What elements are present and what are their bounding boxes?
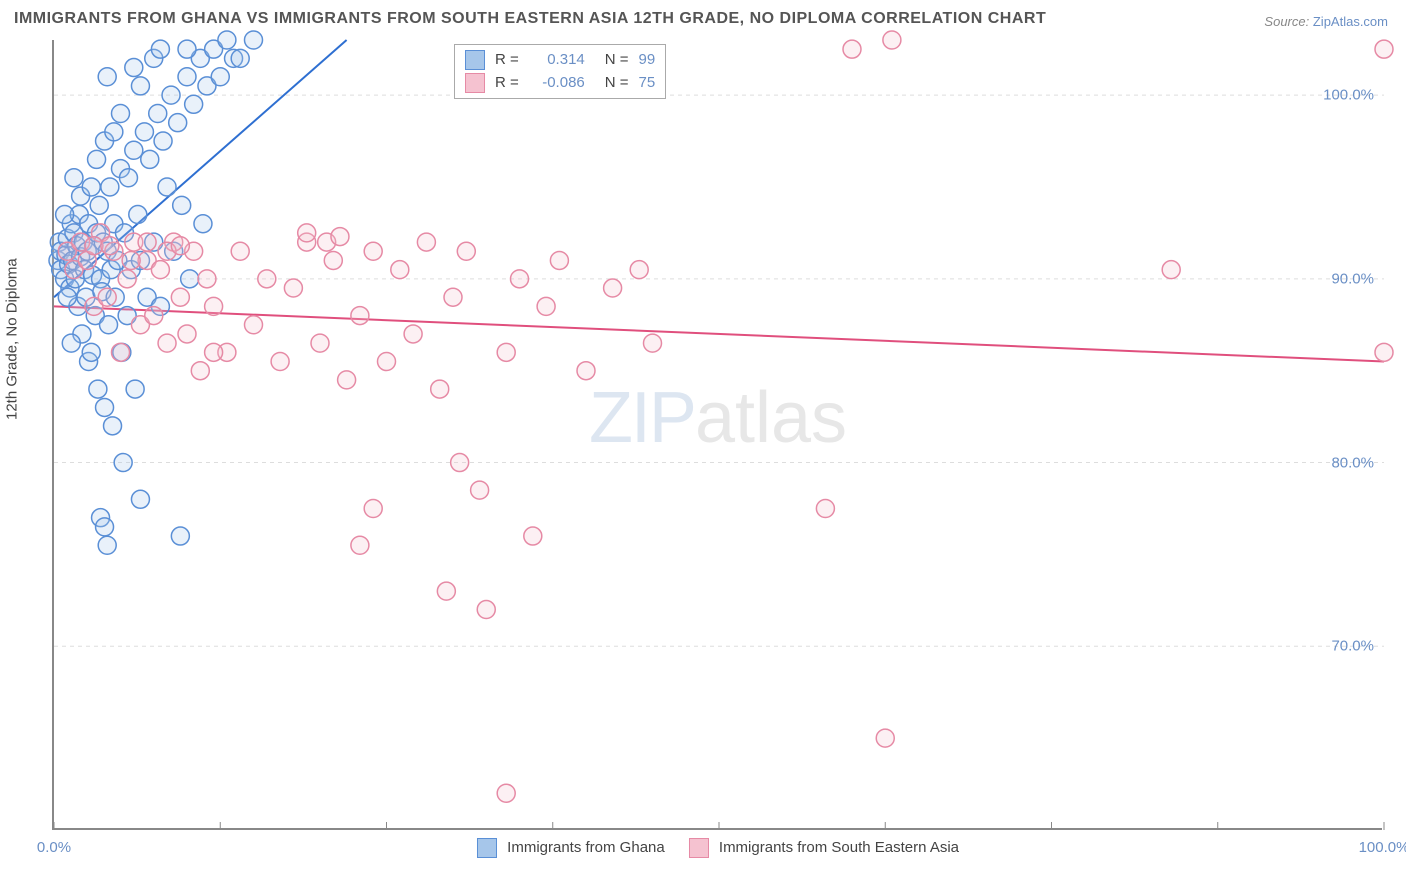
chart-title: IMMIGRANTS FROM GHANA VS IMMIGRANTS FROM… (14, 10, 1046, 28)
r-label: R = (495, 49, 519, 72)
legend-swatch-ghana (477, 838, 497, 858)
stats-swatch-ghana (465, 50, 485, 70)
legend-item-ghana: Immigrants from Ghana (477, 838, 665, 858)
r-value-sea: -0.086 (529, 72, 585, 95)
legend-swatch-sea (689, 838, 709, 858)
r-label: R = (495, 72, 519, 95)
source-attribution: Source: ZipAtlas.com (1264, 14, 1388, 29)
y-tick-label: 100.0% (1323, 87, 1374, 104)
stats-swatch-sea (465, 73, 485, 93)
correlation-stats-box: R = 0.314 N = 99 R = -0.086 N = 75 (454, 44, 666, 99)
legend-label-ghana: Immigrants from Ghana (507, 839, 665, 856)
y-tick-label: 90.0% (1331, 270, 1374, 287)
y-axis-label: 12th Grade, No Diploma (4, 258, 21, 420)
stats-row-ghana: R = 0.314 N = 99 (465, 49, 655, 72)
source-value: ZipAtlas.com (1313, 14, 1388, 29)
scatter-plot-svg (54, 40, 1382, 828)
source-label: Source: (1264, 14, 1309, 29)
r-value-ghana: 0.314 (529, 49, 585, 72)
stats-row-sea: R = -0.086 N = 75 (465, 72, 655, 95)
legend-label-sea: Immigrants from South Eastern Asia (719, 839, 959, 856)
y-tick-label: 70.0% (1331, 638, 1374, 655)
n-value-sea: 75 (639, 72, 656, 95)
n-label: N = (605, 49, 629, 72)
x-tick-label: 100.0% (1359, 839, 1406, 856)
x-tick-label: 0.0% (37, 839, 71, 856)
chart-plot-area: ZIPatlas R = 0.314 N = 99 R = -0.086 N =… (52, 40, 1382, 830)
legend-bottom: Immigrants from Ghana Immigrants from So… (477, 838, 959, 858)
legend-item-sea: Immigrants from South Eastern Asia (689, 838, 959, 858)
n-label: N = (605, 72, 629, 95)
n-value-ghana: 99 (639, 49, 656, 72)
y-tick-label: 80.0% (1331, 454, 1374, 471)
